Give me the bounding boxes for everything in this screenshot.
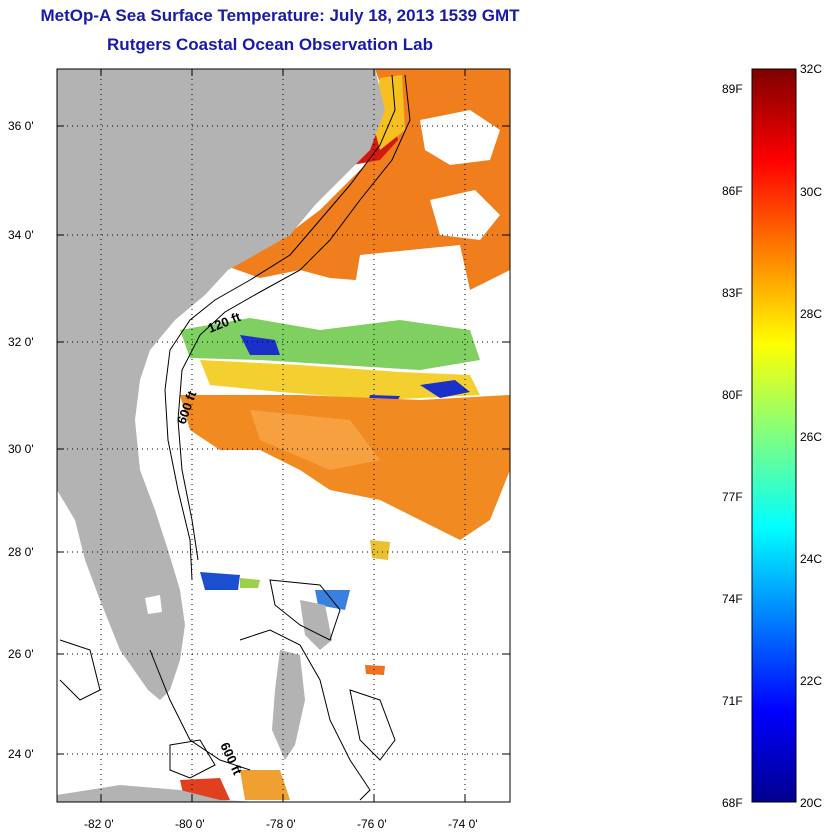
lat-label: 28 0'	[8, 545, 34, 559]
colorbar-f-label: 80F	[722, 388, 743, 402]
lat-label: 30 0'	[8, 442, 34, 456]
colorbar-f-label: 77F	[722, 490, 743, 504]
colorbar-c-label: 32C	[800, 62, 823, 76]
colorbar-f-label: 68F	[722, 796, 743, 810]
colorbar-c-label: 22C	[800, 674, 823, 688]
colorbar-c-label: 20C	[800, 796, 823, 810]
lat-label: 34 0'	[8, 228, 34, 242]
lat-label: 32 0'	[8, 335, 34, 349]
map-subtitle: Rutgers Coastal Ocean Observation Lab	[107, 35, 433, 54]
colorbar-f-label: 74F	[722, 592, 743, 606]
lat-label: 24 0'	[8, 747, 34, 761]
lon-label: -74 0'	[448, 817, 478, 831]
map-title: MetOp-A Sea Surface Temperature: July 18…	[40, 6, 520, 25]
colorbar-c-label: 30C	[800, 185, 823, 199]
depth-contours	[59, 74, 411, 801]
lon-label: -80 0'	[175, 817, 205, 831]
lon-label: -82 0'	[84, 817, 114, 831]
map-area	[57, 69, 510, 802]
frame-ticks	[57, 69, 510, 802]
colorbar-c-label: 26C	[800, 430, 823, 444]
colorbar-f-label: 89F	[722, 82, 743, 96]
lat-label: 36 0'	[8, 119, 34, 133]
land-us-coast	[57, 69, 385, 700]
lon-label: -78 0'	[266, 817, 296, 831]
sst-mid-band	[180, 318, 480, 370]
colorbar-c-label: 28C	[800, 307, 823, 321]
colorbar-f-label: 83F	[722, 286, 743, 300]
colorbar-c-label: 24C	[800, 552, 823, 566]
lon-label: -76 0'	[357, 817, 387, 831]
lat-label: 26 0'	[8, 647, 34, 661]
colorbar	[751, 68, 797, 803]
graticule	[57, 69, 510, 802]
colorbar-f-label: 71F	[722, 694, 743, 708]
colorbar-f-label: 86F	[722, 184, 743, 198]
